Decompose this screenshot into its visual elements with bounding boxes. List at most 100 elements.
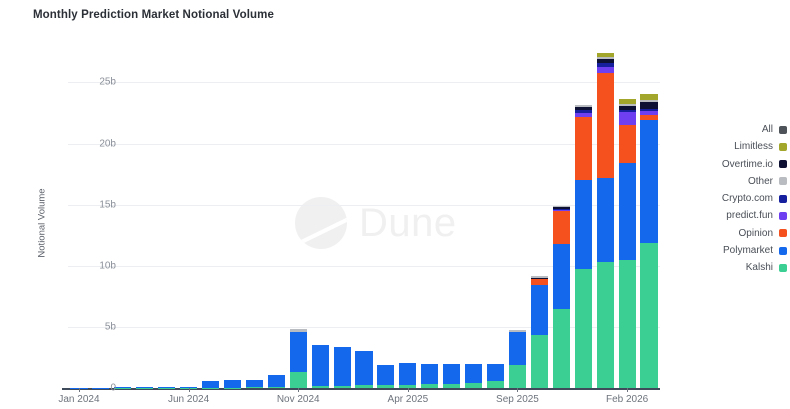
- bar-segment-overtime-io[interactable]: [552, 207, 570, 209]
- bar-column[interactable]: [596, 53, 614, 388]
- bar-segment-kalshi[interactable]: [618, 260, 636, 388]
- bar-segment-polymarket[interactable]: [201, 380, 220, 388]
- bar-segment-kalshi[interactable]: [574, 269, 592, 388]
- bar-column[interactable]: [355, 351, 373, 388]
- bar-segment-kalshi[interactable]: [465, 382, 483, 388]
- bar-segment-kalshi[interactable]: [530, 335, 548, 388]
- bar-segment-opinion[interactable]: [530, 278, 548, 286]
- bar-segment-polymarket[interactable]: [355, 351, 373, 386]
- bar-segment-polymarket[interactable]: [399, 363, 417, 385]
- bar-column[interactable]: [180, 386, 198, 388]
- legend-item-limitless[interactable]: Limitless: [665, 141, 787, 152]
- bar-segment-polymarket[interactable]: [223, 380, 241, 388]
- bar-column[interactable]: [574, 105, 592, 388]
- legend-item-kalshi[interactable]: Kalshi: [665, 262, 787, 273]
- bar-segment-opinion[interactable]: [640, 114, 658, 121]
- bar-column[interactable]: [311, 344, 329, 388]
- bar-segment-polymarket[interactable]: [377, 365, 395, 385]
- bar-segment-opinion[interactable]: [596, 73, 614, 179]
- legend-item-all[interactable]: All: [665, 124, 787, 135]
- legend-item-polymarket[interactable]: Polymarket: [665, 245, 787, 256]
- bar-segment-polymarket[interactable]: [267, 374, 285, 388]
- bar-segment-overtime-io[interactable]: [640, 101, 658, 109]
- bar-segment-overtime-io[interactable]: [618, 105, 636, 110]
- bar-segment-polymarket[interactable]: [530, 285, 548, 336]
- bar-segment-opinion[interactable]: [574, 117, 592, 180]
- bar-segment-other[interactable]: [618, 104, 636, 106]
- legend-item-other[interactable]: Other: [665, 176, 787, 187]
- bar-segment-kalshi[interactable]: [640, 242, 658, 388]
- bar-segment-other[interactable]: [552, 205, 570, 208]
- bar-segment-overtime-io[interactable]: [596, 58, 614, 63]
- bar-segment-limitless[interactable]: [596, 53, 614, 57]
- bar-column[interactable]: [245, 380, 263, 388]
- bar-segment-polymarket[interactable]: [640, 120, 658, 243]
- bar-segment-other[interactable]: [289, 329, 307, 333]
- bar-segment-predict-fun[interactable]: [618, 111, 636, 126]
- bar-segment-polymarket[interactable]: [574, 179, 592, 270]
- bar-column[interactable]: [136, 387, 154, 388]
- bar-segment-overtime-io[interactable]: [530, 277, 548, 279]
- bar-segment-polymarket[interactable]: [465, 364, 483, 383]
- bar-column[interactable]: [267, 374, 285, 388]
- bar-column[interactable]: [443, 364, 461, 388]
- bar-segment-limitless[interactable]: [618, 98, 636, 105]
- bar-segment-polymarket[interactable]: [333, 347, 351, 386]
- bar-segment-polymarket[interactable]: [311, 344, 329, 386]
- legend-item-crypto-com[interactable]: Crypto.com: [665, 193, 787, 204]
- bar-segment-polymarket[interactable]: [289, 332, 307, 373]
- bar-column[interactable]: [377, 365, 395, 388]
- bar-column[interactable]: [223, 380, 241, 388]
- bar-segment-other[interactable]: [574, 105, 592, 108]
- bar-column[interactable]: [289, 329, 307, 388]
- bar-segment-kalshi[interactable]: [487, 381, 505, 388]
- bar-segment-predict-fun[interactable]: [640, 111, 658, 115]
- bar-column[interactable]: [640, 94, 658, 388]
- bar-segment-crypto-com[interactable]: [596, 62, 614, 67]
- bar-segment-polymarket[interactable]: [158, 387, 176, 388]
- bar-segment-other[interactable]: [508, 329, 527, 333]
- bar-segment-other[interactable]: [640, 100, 658, 102]
- bar-column[interactable]: [508, 329, 527, 388]
- legend-item-predict-fun[interactable]: predict.fun: [665, 210, 787, 221]
- bar-segment-other[interactable]: [596, 56, 614, 59]
- bar-column[interactable]: [399, 363, 417, 388]
- bar-segment-polymarket[interactable]: [552, 244, 570, 309]
- bar-segment-kalshi[interactable]: [355, 385, 373, 388]
- bar-segment-kalshi[interactable]: [289, 372, 307, 388]
- bar-column[interactable]: [421, 364, 439, 388]
- bar-column[interactable]: [114, 387, 132, 388]
- bar-segment-kalshi[interactable]: [421, 384, 439, 388]
- bar-segment-crypto-com[interactable]: [618, 109, 636, 112]
- bar-column[interactable]: [618, 98, 636, 388]
- bar-column[interactable]: [333, 347, 351, 388]
- bar-segment-opinion[interactable]: [552, 211, 570, 245]
- bar-segment-kalshi[interactable]: [399, 384, 417, 388]
- bar-column[interactable]: [158, 387, 176, 388]
- legend-item-overtime-io[interactable]: Overtime.io: [665, 159, 787, 170]
- bar-column[interactable]: [465, 364, 483, 388]
- bar-segment-polymarket[interactable]: [421, 364, 439, 385]
- bar-segment-crypto-com[interactable]: [574, 109, 592, 113]
- bar-segment-polymarket[interactable]: [596, 178, 614, 263]
- bar-segment-kalshi[interactable]: [267, 387, 285, 388]
- bar-segment-polymarket[interactable]: [487, 363, 505, 382]
- bar-segment-polymarket[interactable]: [618, 162, 636, 261]
- bar-segment-kalshi[interactable]: [596, 262, 614, 388]
- bar-segment-crypto-com[interactable]: [552, 208, 570, 211]
- bar-segment-predict-fun[interactable]: [596, 66, 614, 74]
- bar-segment-overtime-io[interactable]: [574, 107, 592, 110]
- bar-segment-predict-fun[interactable]: [552, 210, 570, 212]
- bar-segment-polymarket[interactable]: [245, 380, 263, 388]
- bar-segment-kalshi[interactable]: [311, 385, 329, 388]
- bar-segment-limitless[interactable]: [640, 94, 658, 101]
- bar-segment-kalshi[interactable]: [333, 385, 351, 388]
- bar-segment-other[interactable]: [530, 276, 548, 278]
- bar-segment-polymarket[interactable]: [508, 332, 527, 366]
- bar-segment-kalshi[interactable]: [245, 387, 263, 388]
- bar-segment-kalshi[interactable]: [508, 365, 527, 388]
- bar-segment-crypto-com[interactable]: [640, 108, 658, 112]
- bar-segment-opinion[interactable]: [618, 125, 636, 163]
- bar-column[interactable]: [201, 380, 220, 388]
- bar-segment-kalshi[interactable]: [443, 383, 461, 388]
